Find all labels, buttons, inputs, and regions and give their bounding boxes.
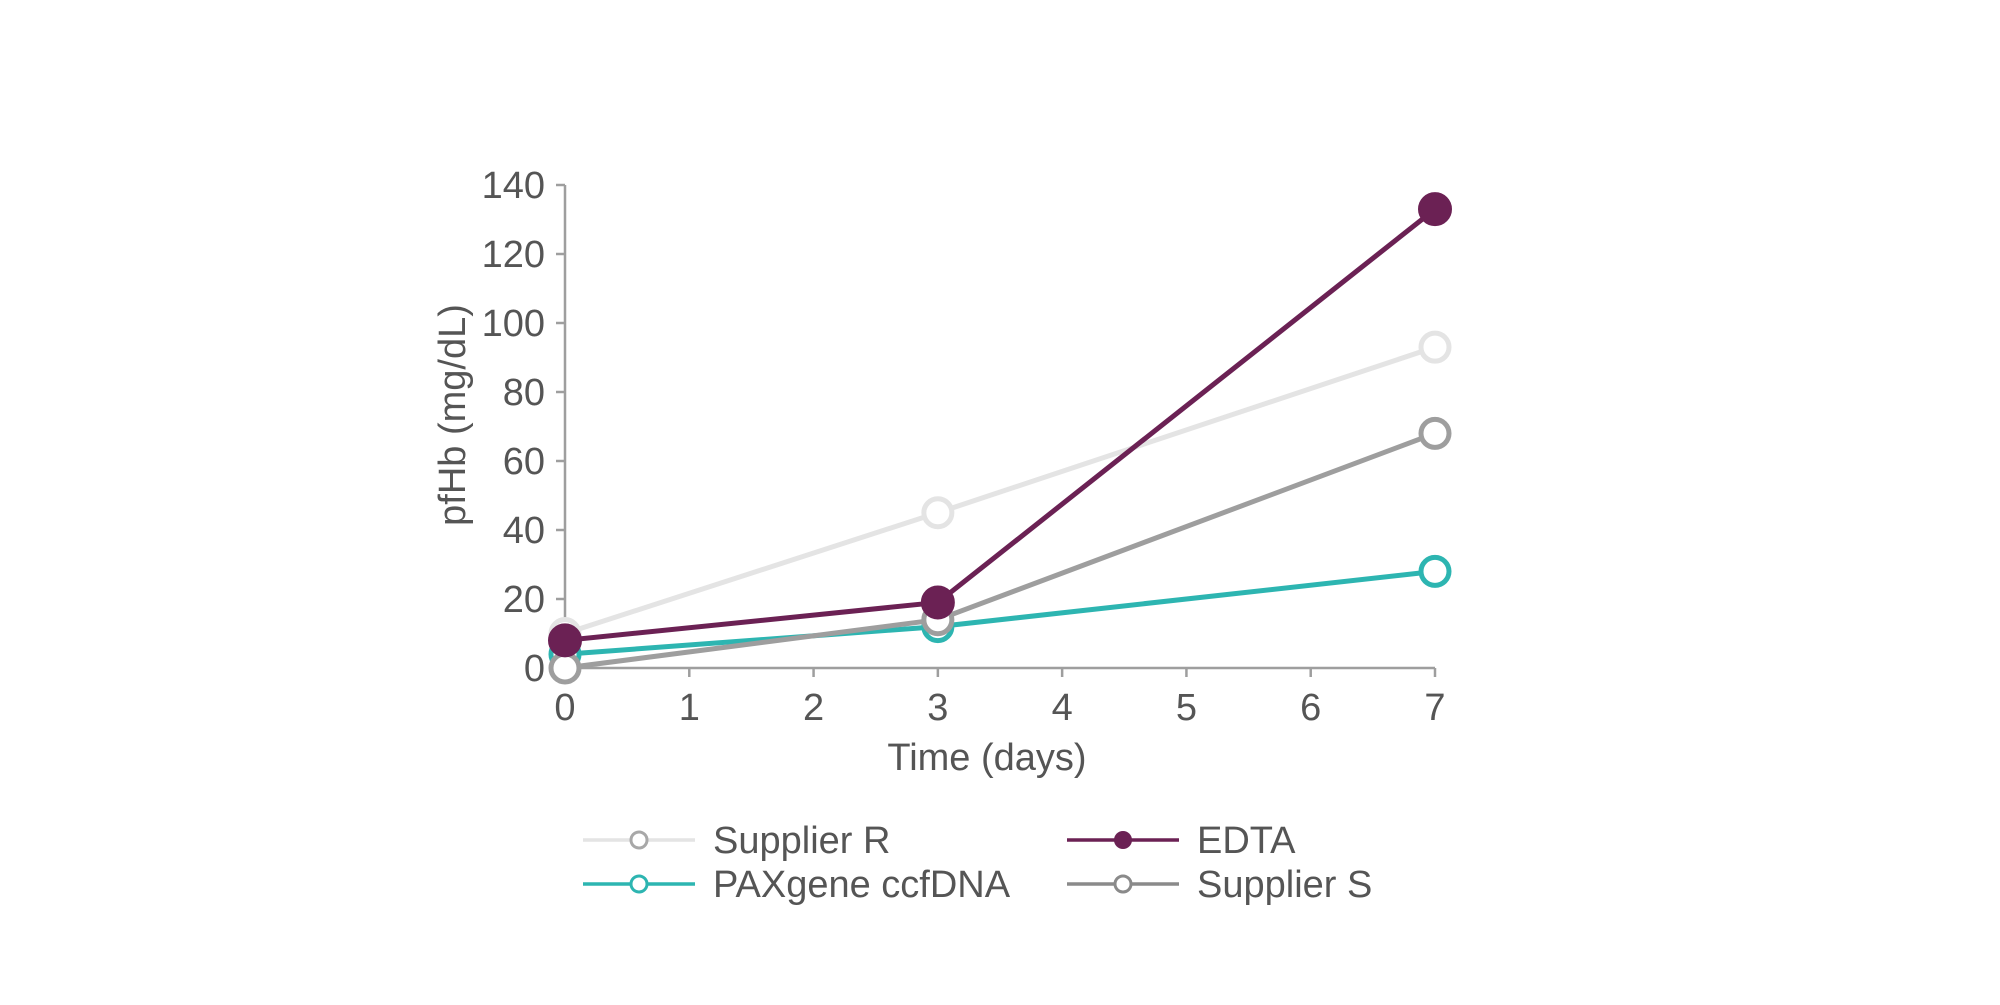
legend: Supplier R EDTA PAXgene ccfDNA Supplier S [583,820,1372,906]
legend-label: Supplier R [713,820,890,862]
x-axis-title: Time (days) [887,737,1086,779]
legend-marker [629,874,649,894]
x-tick-label: 2 [803,687,824,729]
y-tick-label: 100 [482,303,545,345]
y-tick-label: 40 [503,510,545,552]
y-tick-label: 120 [482,234,545,276]
legend-label: PAXgene ccfDNA [713,864,1011,906]
data-point [548,623,582,658]
x-tick-label: 0 [554,687,575,729]
x-tick-label: 3 [927,687,948,729]
data-point [1418,554,1452,588]
legend-marker [1113,874,1133,894]
legend-marker [629,830,649,850]
axes: 0 20 40 60 80 100 120 140 0 1 2 3 4 5 6 7 [482,165,1446,729]
legend-marker [1114,831,1132,849]
data-point [1418,416,1452,450]
data-point [548,651,582,685]
series-line [564,568,1436,657]
series-line [564,207,1437,643]
y-tick-label: 20 [503,579,545,621]
x-tick-label: 7 [1424,687,1445,729]
x-axis-ticks: 0 1 2 3 4 5 6 7 [554,668,1446,729]
y-tick-label: 0 [524,648,545,690]
y-tick-label: 80 [503,372,545,414]
legend-item-paxgene-ccfdna: PAXgene ccfDNA [583,864,1011,906]
legend-label: EDTA [1197,820,1296,862]
y-axis-ticks: 0 20 40 60 80 100 120 140 [482,165,565,690]
y-tick-label: 60 [503,441,545,483]
data-point [1418,330,1452,364]
legend-label: Supplier S [1197,864,1372,906]
legend-item-supplier-s: Supplier S [1067,864,1372,906]
series-line [564,344,1436,636]
data-point [1418,192,1452,227]
series-supplier-r [548,330,1452,650]
x-tick-label: 6 [1300,687,1321,729]
series-edta [548,192,1452,658]
data-point [921,496,955,530]
legend-item-supplier-r: Supplier R [583,820,890,862]
legend-item-edta: EDTA [1067,820,1296,862]
data-point [920,585,955,620]
x-tick-label: 4 [1052,687,1073,729]
series-supplier-s [548,416,1452,685]
y-tick-label: 140 [482,165,545,207]
series-group [548,192,1452,685]
x-tick-label: 5 [1176,687,1197,729]
x-tick-label: 1 [679,687,700,729]
y-axis-title: pfHb (mg/dL) [432,304,474,526]
